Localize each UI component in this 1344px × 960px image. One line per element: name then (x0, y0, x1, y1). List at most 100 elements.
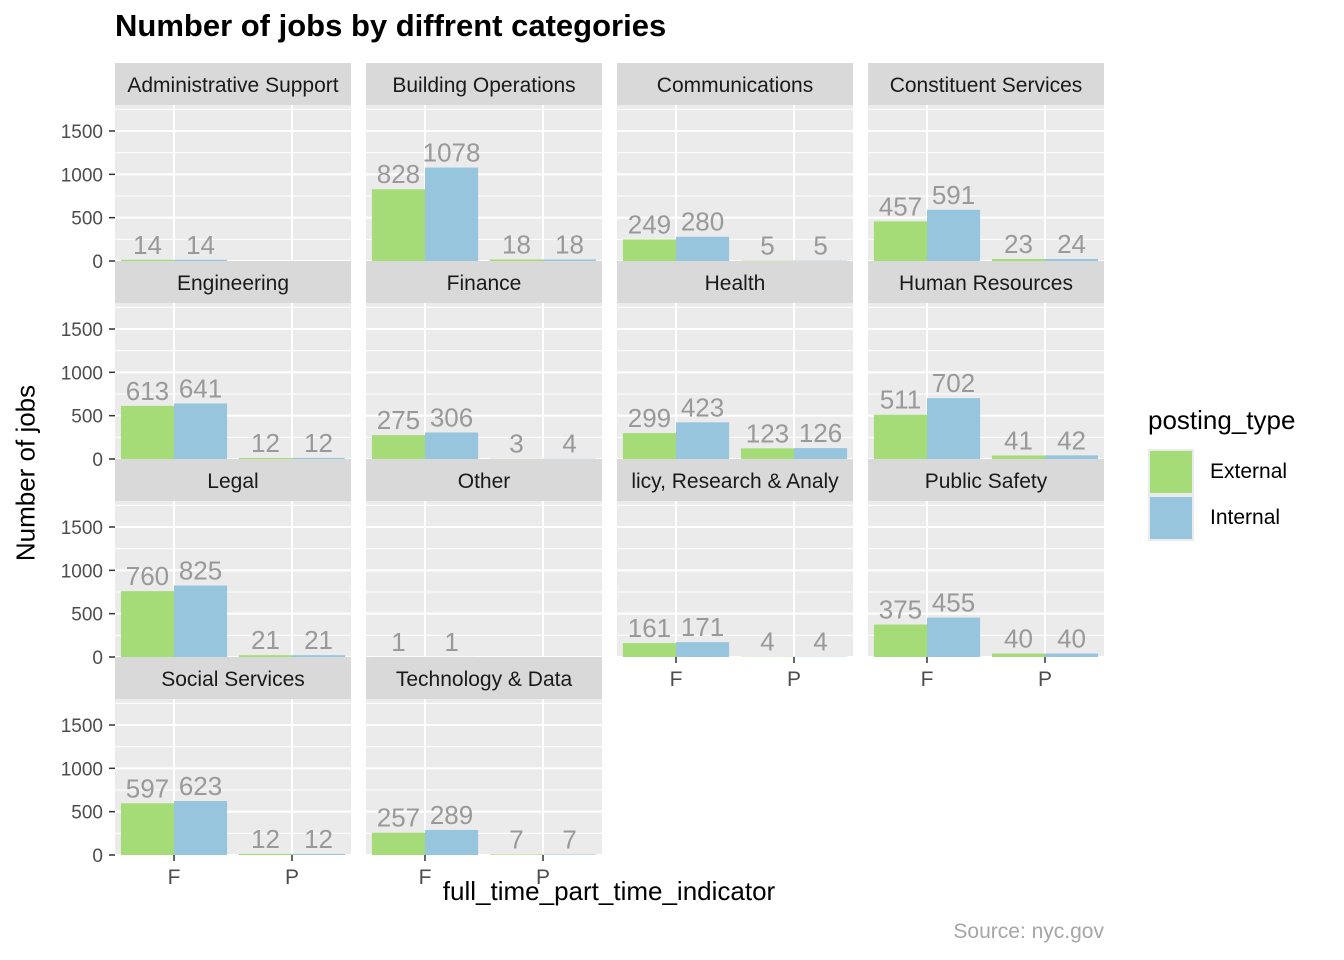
data-label: 249 (628, 209, 671, 239)
bar-internal (425, 432, 479, 459)
bar-external (120, 803, 174, 855)
data-label: 171 (681, 612, 724, 642)
bar-internal (676, 236, 730, 261)
data-label: 641 (179, 373, 222, 403)
facet-strip (115, 261, 351, 303)
data-label: 7 (509, 824, 523, 854)
data-label: 825 (179, 556, 222, 586)
facet-strip-label: licy, Research & Analy (631, 470, 839, 493)
y-tick-label: 1000 (61, 561, 103, 582)
legend-label-external: External (1210, 460, 1288, 483)
facet-strip-label: Engineering (177, 272, 289, 295)
y-axis-label: Number of jobs (10, 384, 41, 562)
data-label: 828 (377, 159, 420, 189)
bar-external (371, 435, 425, 459)
data-label: 375 (879, 595, 922, 625)
x-tick-label: F (419, 866, 432, 889)
data-label: 161 (628, 613, 671, 643)
data-label: 455 (932, 588, 975, 618)
data-label: 42 (1057, 425, 1086, 455)
data-label: 306 (430, 402, 473, 432)
data-label: 1078 (423, 138, 481, 168)
facet-strip-label: Public Safety (925, 470, 1048, 493)
data-label: 511 (880, 385, 921, 415)
bar-external (991, 259, 1045, 261)
chart-title: Number of jobs by diffrent categories (115, 8, 667, 43)
data-label: 591 (932, 180, 975, 210)
bar-external (873, 414, 927, 459)
data-label: 14 (186, 230, 215, 260)
facet-strip (868, 459, 1104, 501)
data-label: 123 (746, 418, 789, 448)
data-label: 280 (681, 207, 724, 237)
bar-internal (794, 448, 848, 459)
legend-label-internal: Internal (1210, 506, 1281, 529)
data-label: 12 (251, 428, 280, 458)
legend-item-external: External (1148, 449, 1328, 495)
data-label: 21 (251, 625, 280, 655)
data-label: 299 (628, 403, 671, 433)
x-tick-label: F (670, 668, 683, 691)
data-label: 4 (562, 429, 576, 459)
data-label: 41 (1004, 425, 1033, 455)
bar-external (873, 624, 927, 657)
facet-strip (617, 261, 853, 303)
bar-internal (676, 422, 730, 459)
legend-key (1148, 449, 1194, 495)
data-label: 12 (251, 824, 280, 854)
data-label: 12 (304, 824, 333, 854)
facet-strip (868, 261, 1104, 303)
y-tick-label: 0 (92, 252, 103, 273)
bar-internal (543, 259, 597, 261)
bar-external (238, 655, 292, 657)
facet-strip-label: Finance (447, 272, 522, 295)
y-tick-label: 1500 (61, 518, 103, 539)
data-label: 5 (760, 231, 774, 261)
legend-item-internal: Internal (1148, 495, 1328, 541)
facet-strip (868, 63, 1104, 105)
bar-external (622, 239, 676, 261)
facet-strip-label: Building Operations (392, 74, 575, 97)
bar-external (873, 221, 927, 261)
facet-strip (115, 459, 351, 501)
y-tick-label: 0 (92, 450, 103, 471)
data-label: 1 (391, 627, 405, 657)
bar-external (120, 405, 174, 459)
y-tick-label: 1000 (61, 165, 103, 186)
facet-strip (366, 63, 602, 105)
y-tick-label: 1000 (61, 759, 103, 780)
data-label: 613 (126, 376, 169, 406)
facet-strip (366, 459, 602, 501)
legend: posting_type External Internal (1148, 405, 1295, 541)
bar-external (120, 591, 174, 657)
data-label: 40 (1004, 624, 1033, 654)
bar-external (991, 653, 1045, 657)
x-tick-label: F (921, 668, 934, 691)
data-label: 623 (179, 771, 222, 801)
data-label: 18 (555, 229, 584, 259)
facet-strip (115, 63, 351, 105)
legend-key (1148, 495, 1194, 541)
x-tick-label: P (1038, 668, 1052, 691)
x-tick-label: P (787, 668, 801, 691)
bar-internal (927, 398, 981, 459)
data-label: 702 (932, 368, 975, 398)
legend-swatch-internal (1150, 497, 1192, 539)
x-tick-label: F (168, 866, 181, 889)
facet-strip-label: Administrative Support (127, 74, 338, 97)
y-tick-label: 1500 (61, 320, 103, 341)
x-tick-label: P (285, 866, 299, 889)
bar-internal (927, 209, 981, 261)
y-tick-label: 1500 (61, 716, 103, 737)
bar-internal (927, 617, 981, 657)
data-label: 5 (813, 231, 827, 261)
bar-internal (174, 403, 228, 459)
y-tick-label: 1000 (61, 363, 103, 384)
facet-strip (115, 657, 351, 699)
bar-internal (1045, 653, 1099, 657)
source-caption: Source: nyc.gov (953, 920, 1104, 943)
data-label: 423 (681, 392, 724, 422)
data-label: 4 (813, 627, 827, 657)
data-label: 760 (126, 561, 169, 591)
